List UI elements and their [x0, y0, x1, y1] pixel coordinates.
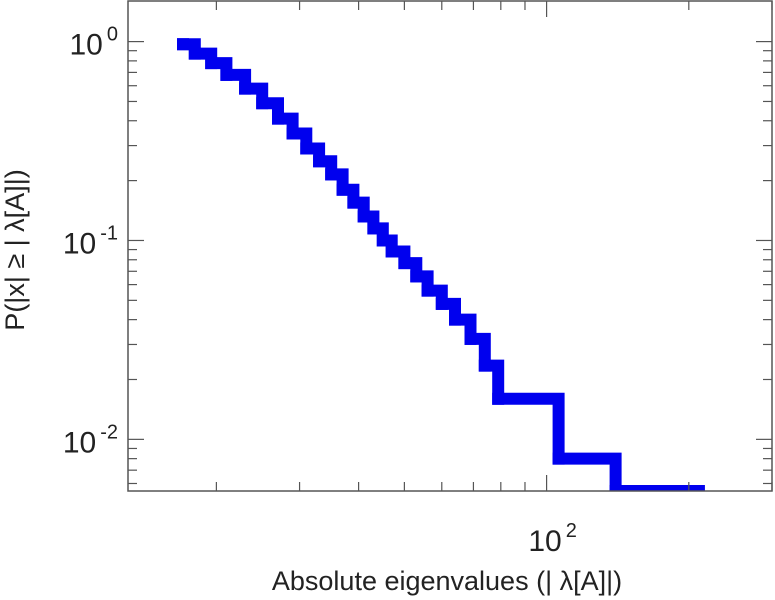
data-point — [385, 245, 398, 258]
data-point — [609, 485, 622, 491]
data-point — [552, 452, 565, 465]
x-tick-label: 10 2 — [528, 520, 577, 558]
data-point — [347, 196, 360, 209]
data-point — [398, 257, 411, 270]
data-point — [376, 234, 389, 247]
data-point — [313, 155, 326, 168]
data-point — [300, 142, 313, 155]
data-point — [410, 270, 423, 283]
data-point — [492, 392, 505, 405]
data-point — [357, 210, 370, 223]
data-point — [336, 183, 349, 196]
data-point — [478, 359, 491, 372]
series-line — [177, 38, 705, 491]
data-point — [435, 297, 448, 310]
data-point — [256, 97, 269, 110]
data-point — [177, 38, 189, 51]
data-point — [449, 313, 461, 326]
y-tick-label: 10 -1 — [63, 222, 118, 260]
ticks-layer: 10 0 10 -1 10 -2 10 2 — [63, 1, 773, 558]
data-point — [367, 222, 380, 235]
data-point — [655, 485, 668, 491]
series-layer — [177, 38, 705, 491]
data-point — [692, 485, 705, 491]
data-point — [205, 57, 218, 70]
data-point — [188, 47, 201, 60]
data-point — [239, 82, 252, 95]
data-point — [220, 68, 233, 81]
data-point — [421, 284, 434, 297]
y-tick-label: 10 -2 — [63, 421, 118, 459]
x-axis-label: Absolute eigenvalues (| λ[A]|) — [272, 566, 622, 596]
data-point — [464, 332, 477, 345]
data-point — [272, 112, 284, 125]
y-tick-label: 10 0 — [70, 24, 119, 62]
data-point — [325, 168, 338, 181]
y-axis-label: P(|x| ≥ | λ[A]|) — [0, 169, 30, 330]
plot-frame — [127, 0, 773, 492]
data-point — [286, 127, 299, 140]
